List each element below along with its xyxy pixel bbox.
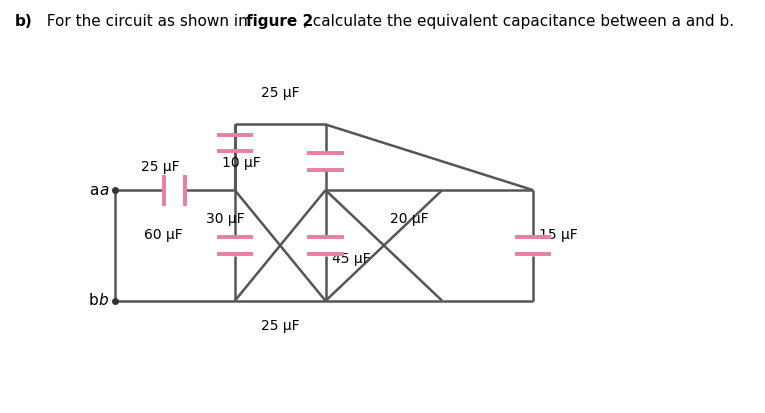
Text: 45 μF: 45 μF <box>332 252 370 266</box>
Text: For the circuit as shown in: For the circuit as shown in <box>37 14 252 28</box>
Text: , calculate the equivalent capacitance between a and b.: , calculate the equivalent capacitance b… <box>303 14 734 28</box>
Text: figure 2: figure 2 <box>246 14 314 28</box>
Text: 25 μF: 25 μF <box>141 160 180 174</box>
Text: 15 μF: 15 μF <box>539 228 578 242</box>
Text: b): b) <box>15 14 32 28</box>
Text: 20 μF: 20 μF <box>390 212 429 226</box>
Text: 60 μF: 60 μF <box>144 228 183 242</box>
Text: a: a <box>90 183 99 197</box>
Text: a: a <box>99 183 109 197</box>
Text: 10 μF: 10 μF <box>222 156 261 170</box>
Text: b: b <box>99 293 109 309</box>
Text: 30 μF: 30 μF <box>206 212 245 226</box>
Text: b: b <box>89 293 99 309</box>
Text: 25 μF: 25 μF <box>261 86 299 100</box>
Text: 25 μF: 25 μF <box>261 319 299 333</box>
